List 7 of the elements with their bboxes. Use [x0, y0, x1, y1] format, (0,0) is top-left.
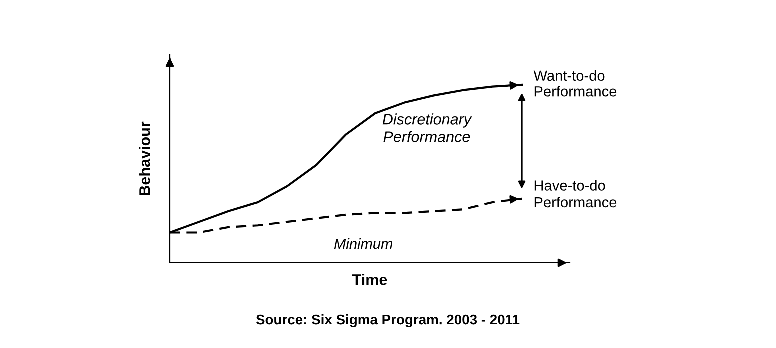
annotation: Minimum	[334, 238, 392, 250]
y-axis-title: Behaviour	[139, 122, 150, 196]
annotation: Have-to-do Performance	[534, 180, 617, 208]
annotation: Want-to-do Performance	[534, 70, 617, 97]
x-axis-title: Time	[352, 274, 388, 286]
annotation: Discretionary Performance	[382, 114, 472, 142]
source-note: Source: Six Sigma Program. 2003 - 2011	[256, 314, 520, 328]
